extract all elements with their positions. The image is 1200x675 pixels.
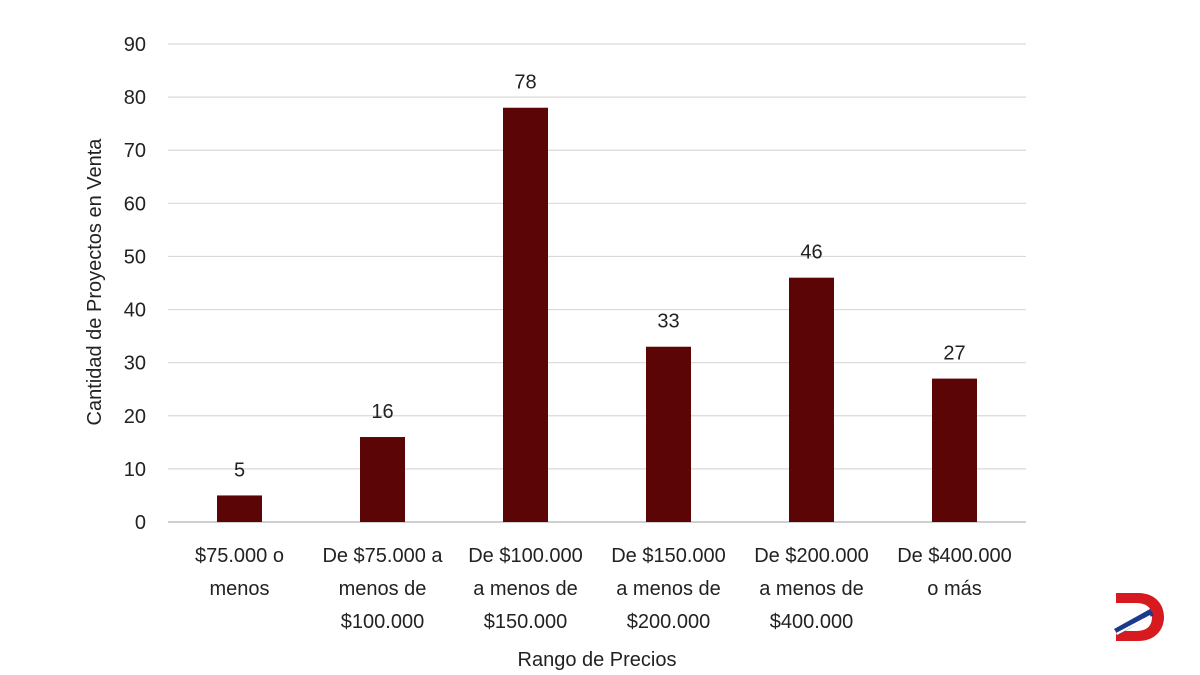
x-tick-label: De $75.000 a	[322, 545, 443, 567]
data-label: 5	[234, 459, 245, 481]
x-tick-label: a menos de	[616, 578, 721, 600]
bar	[646, 346, 691, 522]
x-tick-label: $100.000	[341, 611, 424, 633]
data-label: 78	[514, 72, 536, 94]
y-tick-label: 60	[124, 193, 146, 215]
x-tick-label: a menos de	[759, 578, 864, 600]
y-tick-label: 30	[124, 353, 146, 375]
bars	[217, 107, 977, 522]
bar	[503, 107, 548, 522]
x-tick-label: De $400.000	[897, 545, 1012, 567]
x-tick-label: menos de	[339, 578, 427, 600]
x-tick-label: a menos de	[473, 578, 578, 600]
data-labels: 5 16 78 33 46 27	[234, 72, 966, 482]
brand-logo-icon	[1114, 593, 1164, 641]
bar	[217, 495, 262, 522]
data-label: 33	[657, 311, 679, 333]
x-tick-label: $75.000 o	[195, 545, 284, 567]
x-tick-label: $150.000	[484, 611, 567, 633]
x-axis-title: Rango de Precios	[518, 649, 677, 671]
x-tick-label: De $100.000	[468, 545, 583, 567]
y-tick-label: 70	[124, 140, 146, 162]
x-tick-label: $200.000	[627, 611, 710, 633]
x-tick-label: menos	[209, 578, 269, 600]
y-tick-label: 90	[124, 34, 146, 56]
bar	[360, 437, 405, 522]
bar	[932, 378, 977, 522]
y-tick-label: 10	[124, 459, 146, 481]
data-label: 16	[371, 401, 393, 423]
y-tick-label: 20	[124, 406, 146, 428]
y-tick-label: 80	[124, 87, 146, 109]
y-tick-label: 40	[124, 300, 146, 322]
y-axis-ticks: 0 10 20 30 40 50 60 70 80 90	[124, 34, 146, 534]
x-axis-categories: $75.000 o menos De $75.000 a menos de $100.0…	[195, 545, 1012, 633]
bar	[789, 277, 834, 522]
data-label: 46	[800, 242, 822, 264]
gridlines	[168, 43, 1026, 523]
x-tick-label: De $150.000	[611, 545, 726, 567]
x-tick-label: $400.000	[770, 611, 853, 633]
y-axis-title: Cantidad de Proyectos en Venta	[84, 138, 106, 426]
y-tick-label: 0	[135, 512, 146, 534]
y-tick-label: 50	[124, 246, 146, 268]
x-tick-label: De $200.000	[754, 545, 869, 567]
x-tick-label: o más	[927, 578, 981, 600]
data-label: 27	[943, 343, 965, 365]
